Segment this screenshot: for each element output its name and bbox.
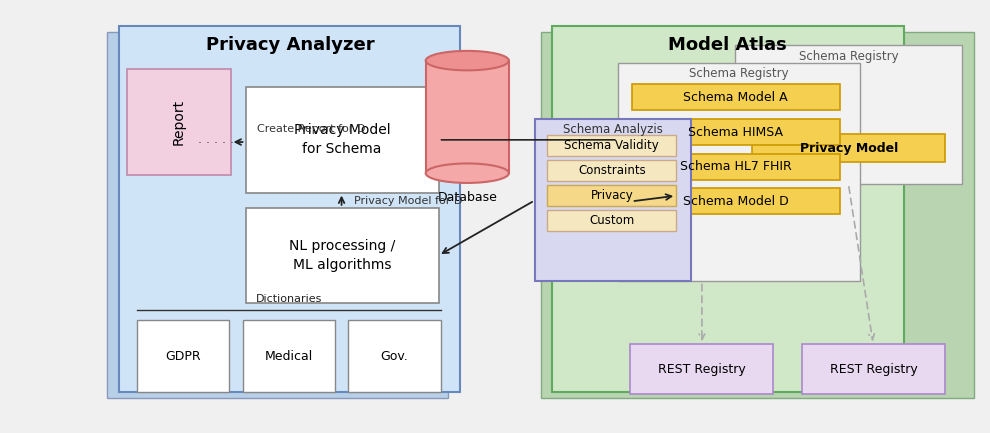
- Text: Schema Model A: Schema Model A: [683, 91, 788, 104]
- Bar: [246, 87, 439, 193]
- Text: . . . . .: . . . . .: [198, 133, 234, 146]
- Text: Schema Registry: Schema Registry: [689, 67, 789, 80]
- Bar: [547, 160, 676, 181]
- Bar: [632, 84, 840, 110]
- Bar: [547, 185, 676, 206]
- Bar: [137, 320, 229, 392]
- Bar: [632, 119, 840, 145]
- Text: Gov.: Gov.: [380, 349, 409, 363]
- Text: REST Registry: REST Registry: [830, 362, 918, 376]
- Text: Report: Report: [171, 99, 186, 145]
- Text: Schema Registry: Schema Registry: [799, 50, 898, 63]
- Bar: [348, 320, 441, 392]
- Bar: [541, 32, 974, 398]
- Text: Schema HIMSA: Schema HIMSA: [688, 126, 783, 139]
- Bar: [426, 61, 509, 173]
- Text: REST Registry: REST Registry: [657, 362, 745, 376]
- Text: Schema Model D: Schema Model D: [683, 195, 788, 208]
- Bar: [119, 26, 460, 392]
- Text: Dictionaries: Dictionaries: [255, 294, 322, 304]
- Bar: [243, 320, 335, 392]
- Text: Privacy: Privacy: [590, 189, 634, 202]
- Text: NL processing /
ML algorithms: NL processing / ML algorithms: [289, 239, 395, 272]
- Text: Database: Database: [438, 191, 497, 204]
- Text: Schema Validity: Schema Validity: [564, 139, 659, 152]
- Ellipse shape: [426, 51, 509, 71]
- Text: Privacy Model
for Schema: Privacy Model for Schema: [294, 123, 390, 156]
- Bar: [632, 188, 840, 214]
- Bar: [127, 69, 231, 175]
- Bar: [752, 134, 945, 162]
- Bar: [535, 119, 691, 281]
- Bar: [630, 344, 773, 394]
- Text: Schema HL7 FHIR: Schema HL7 FHIR: [680, 160, 791, 173]
- Bar: [618, 63, 860, 281]
- Bar: [547, 210, 676, 231]
- Text: Constraints: Constraints: [578, 164, 645, 177]
- Text: Privacy Model: Privacy Model: [800, 142, 898, 155]
- Text: Schema Analyzis: Schema Analyzis: [563, 123, 662, 136]
- Bar: [552, 26, 904, 392]
- Bar: [547, 135, 676, 156]
- Text: Create Report for D: Create Report for D: [257, 124, 365, 134]
- Text: Privacy Model for D: Privacy Model for D: [354, 196, 462, 207]
- Text: Custom: Custom: [589, 214, 635, 227]
- Text: Medical: Medical: [264, 349, 313, 363]
- Bar: [246, 208, 439, 303]
- Bar: [107, 32, 448, 398]
- Bar: [735, 45, 962, 184]
- Ellipse shape: [426, 163, 509, 183]
- Text: Model Atlas: Model Atlas: [668, 36, 787, 55]
- Text: GDPR: GDPR: [165, 349, 200, 363]
- Bar: [802, 344, 945, 394]
- Text: Privacy Analyzer: Privacy Analyzer: [206, 36, 374, 55]
- Bar: [632, 154, 840, 180]
